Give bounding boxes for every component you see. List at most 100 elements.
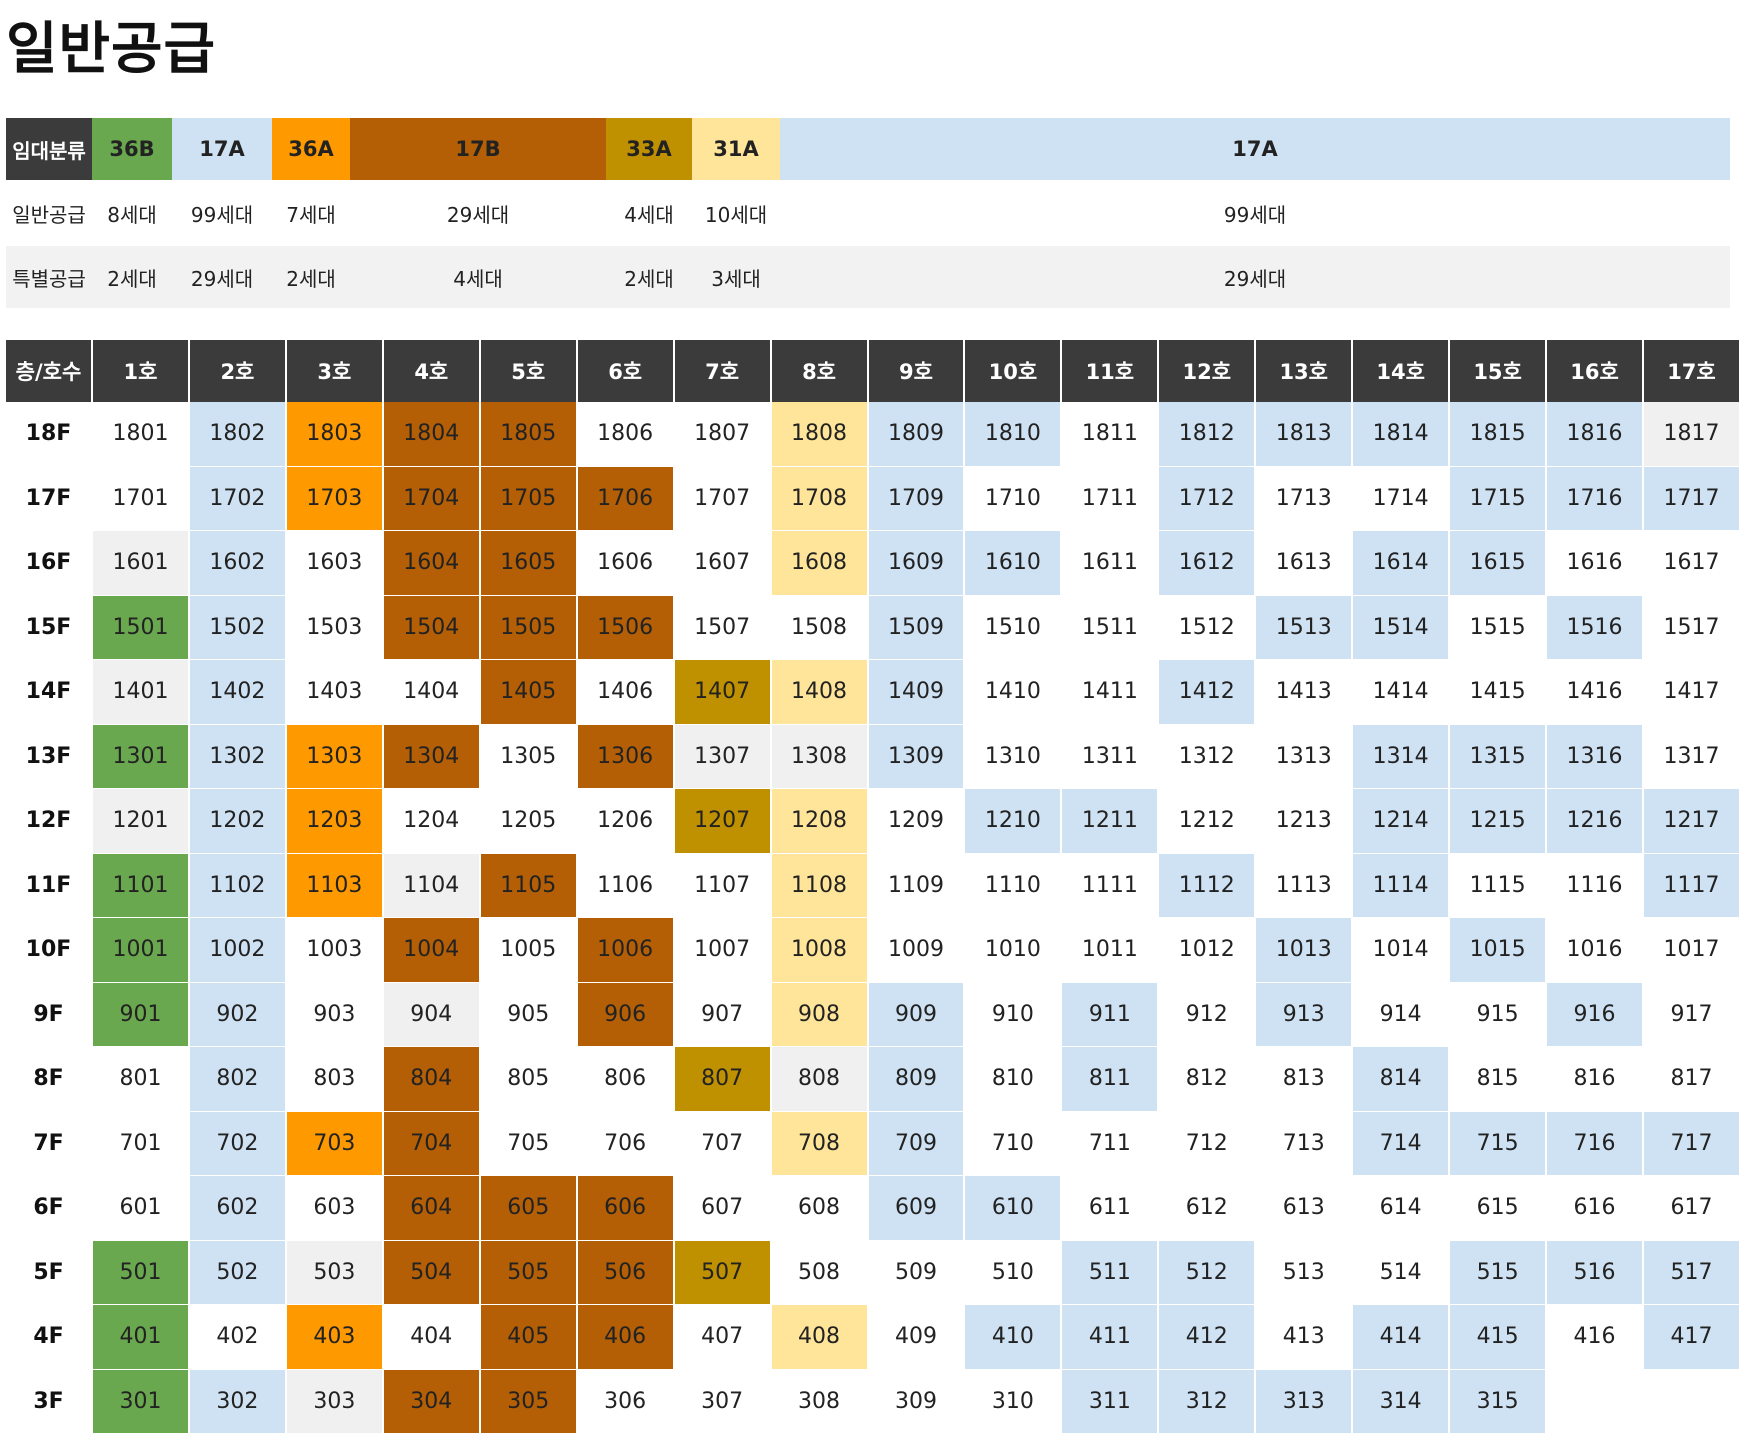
- unit-cell: 607: [673, 1175, 772, 1241]
- unit-cell: 1212: [1158, 788, 1257, 854]
- unit-cell: 1207: [673, 788, 772, 854]
- unit-cell: 310: [964, 1369, 1063, 1434]
- general-count-cell: 99세대: [780, 181, 1730, 246]
- unit-cell: 411: [1061, 1304, 1160, 1370]
- floor-label: 16F: [6, 530, 93, 596]
- unit-cell: 1007: [673, 917, 772, 983]
- unit-cell: 1005: [479, 917, 578, 983]
- unit-cell: 413: [1255, 1304, 1354, 1370]
- unit-cell: 1604: [382, 530, 481, 596]
- unit-cell: 1216: [1546, 788, 1644, 854]
- unit-cell: 1516: [1546, 595, 1644, 660]
- unit-cell: 1210: [964, 788, 1063, 854]
- unit-cell: 1608: [770, 530, 869, 596]
- unit-cell: 1505: [479, 595, 578, 660]
- unit-cell: 516: [1546, 1240, 1644, 1305]
- general-count-cell: 99세대: [172, 181, 272, 246]
- unit-cell: 804: [382, 1046, 481, 1112]
- unit-cell: 1313: [1255, 724, 1354, 789]
- unit-cell: 1302: [188, 724, 287, 789]
- unit-cell: 406: [576, 1304, 675, 1370]
- floor-label: 8F: [6, 1046, 93, 1112]
- unit-cell: 617: [1643, 1175, 1740, 1241]
- unit-cell: 1016: [1546, 917, 1644, 983]
- column-header: 8호: [770, 340, 869, 402]
- unit-cell: 314: [1352, 1369, 1451, 1434]
- unit-cell: 517: [1643, 1240, 1740, 1305]
- unit-cell: 1105: [479, 853, 578, 918]
- unit-cell: 1009: [867, 917, 966, 983]
- floor-row: 17F 1701 1702 1703 1704 1705 1706 1707 1708 1709 1…: [6, 466, 1740, 531]
- unit-cell: 403: [285, 1304, 384, 1370]
- unit-cell: 301: [92, 1369, 190, 1434]
- floor-label: 12F: [6, 788, 93, 854]
- category-cell: 17A: [172, 118, 272, 182]
- unit-cell: 917: [1643, 982, 1740, 1047]
- unit-cell: 311: [1061, 1369, 1160, 1434]
- unit-cell: 905: [479, 982, 578, 1047]
- unit-cell: 1809: [867, 402, 966, 467]
- column-header: 10호: [964, 340, 1063, 402]
- unit-cell: 1611: [1061, 530, 1160, 596]
- unit-cell: 1405: [479, 659, 578, 725]
- floor-row: 7F 701 702 703 704 705 706 707 708 709 710 711 712 71…: [6, 1111, 1740, 1176]
- unit-cell: 1509: [867, 595, 966, 660]
- general-count-cell: 7세대: [272, 181, 350, 246]
- unit-cell: 1211: [1061, 788, 1160, 854]
- unit-cell: 1112: [1158, 853, 1257, 918]
- corner-header: 층/호수: [6, 340, 93, 402]
- unit-cell: 910: [964, 982, 1063, 1047]
- category-cell: 17B: [350, 118, 606, 182]
- unit-cell: 303: [285, 1369, 384, 1434]
- unit-cell: 914: [1352, 982, 1451, 1047]
- unit-cell: 1108: [770, 853, 869, 918]
- unit-cell: 604: [382, 1175, 481, 1241]
- floor-label: 17F: [6, 466, 93, 531]
- floor-row: 16F 1601 1602 1603 1604 1605 1606 1607 1608 1609 1…: [6, 530, 1740, 596]
- unit-cell: 1116: [1546, 853, 1644, 918]
- unit-cell: 1407: [673, 659, 772, 725]
- unit-cell: 401: [92, 1304, 190, 1370]
- unit-cell: 812: [1158, 1046, 1257, 1112]
- unit-cell: 1801: [92, 402, 190, 467]
- unit-cell: 605: [479, 1175, 578, 1241]
- unit-cell: 1401: [92, 659, 190, 725]
- unit-cell: 611: [1061, 1175, 1160, 1241]
- special-count-cell: 29세대: [780, 245, 1730, 310]
- floor-label: 15F: [6, 595, 93, 660]
- unit-cell: 408: [770, 1304, 869, 1370]
- unit-cell: 1306: [576, 724, 675, 789]
- unit-cell: 615: [1449, 1175, 1548, 1241]
- unit-cell: 1408: [770, 659, 869, 725]
- unit-cell: 1001: [92, 917, 190, 983]
- unit-cell: 510: [964, 1240, 1063, 1305]
- unit-cell: 1609: [867, 530, 966, 596]
- unit-cell: 911: [1061, 982, 1160, 1047]
- unit-cell: 1706: [576, 466, 675, 531]
- unit-cell: 1010: [964, 917, 1063, 983]
- floor-row: 15F 1501 1502 1503 1504 1505 1506 1507 1508 1509 1…: [6, 595, 1740, 660]
- column-header: 12호: [1158, 340, 1257, 402]
- unit-cell: 1814: [1352, 402, 1451, 467]
- unit-cell: 1705: [479, 466, 578, 531]
- unit-cell: 306: [576, 1369, 675, 1434]
- unit-cell: 701: [92, 1111, 190, 1176]
- column-header: 4호: [382, 340, 481, 402]
- unit-cell: 1808: [770, 402, 869, 467]
- category-cell: 33A: [606, 118, 692, 182]
- unit-cell: 1004: [382, 917, 481, 983]
- unit-cell: 1603: [285, 530, 384, 596]
- supply-summary-table: 임대분류 36B 17A 36A 17B 33A 31A 17A 일반공급 8세대 99세대 7…: [6, 118, 1730, 310]
- unit-cell: 1101: [92, 853, 190, 918]
- unit-cell: 1413: [1255, 659, 1354, 725]
- unit-cell: 1713: [1255, 466, 1354, 531]
- unit-cell: 709: [867, 1111, 966, 1176]
- unit-cell: 613: [1255, 1175, 1354, 1241]
- special-count-cell: 2세대: [92, 245, 172, 310]
- unit-cell: 610: [964, 1175, 1063, 1241]
- unit-cell: 1109: [867, 853, 966, 918]
- row-label-general: 일반공급: [6, 181, 92, 246]
- unit-cell: 513: [1255, 1240, 1354, 1305]
- floor-label: 18F: [6, 402, 93, 467]
- unit-cell: 1511: [1061, 595, 1160, 660]
